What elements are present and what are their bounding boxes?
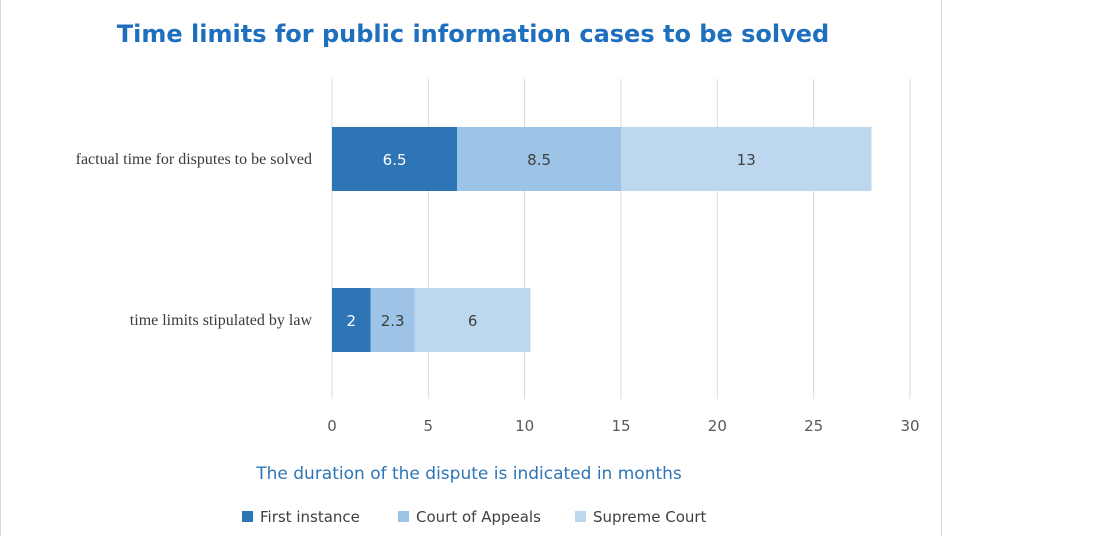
bar-segment	[332, 288, 371, 352]
data-label: 6.5	[383, 151, 407, 169]
legend: First instance Court of Appeals Supreme Co…	[242, 508, 707, 526]
x-tick-label: 20	[708, 417, 727, 435]
bar-segment	[621, 127, 872, 191]
legend-label: Court of Appeals	[416, 508, 541, 526]
bar-segment	[332, 127, 458, 191]
chart-title: Time limits for public information cases…	[117, 20, 829, 48]
x-tick-label: 0	[327, 417, 337, 435]
legend-label: First instance	[260, 508, 360, 526]
bar-segment	[414, 288, 531, 352]
x-tick-label: 15	[611, 417, 630, 435]
category-label: factual time for disputes to be solved	[76, 151, 312, 168]
data-label: 2	[346, 312, 356, 330]
x-tick-label: 25	[804, 417, 823, 435]
bars: 6.5 8.5 13 2 2.3 6	[332, 127, 872, 352]
chart-svg: Time limits for public information cases…	[76, 20, 920, 526]
chart-frame: Time limits for public information cases…	[0, 0, 942, 536]
x-axis-title: The duration of the dispute is indicated…	[255, 464, 682, 484]
data-label: 13	[737, 151, 756, 169]
x-tick-label: 10	[515, 417, 534, 435]
x-axis-ticks: 0 5 10 15 20 25 30	[327, 417, 919, 435]
data-label: 6	[468, 312, 478, 330]
legend-label: Supreme Court	[593, 508, 707, 526]
data-label: 8.5	[527, 151, 551, 169]
x-tick-label: 30	[900, 417, 919, 435]
category-labels: factual time for disputes to be solved ti…	[76, 151, 313, 329]
data-label: 2.3	[381, 312, 405, 330]
legend-swatch	[398, 511, 409, 522]
legend-swatch	[575, 511, 586, 522]
x-tick-label: 5	[424, 417, 434, 435]
bar-segment	[457, 127, 621, 191]
legend-swatch	[242, 511, 253, 522]
bar-segment	[370, 288, 415, 352]
category-label: time limits stipulated by law	[130, 312, 313, 329]
